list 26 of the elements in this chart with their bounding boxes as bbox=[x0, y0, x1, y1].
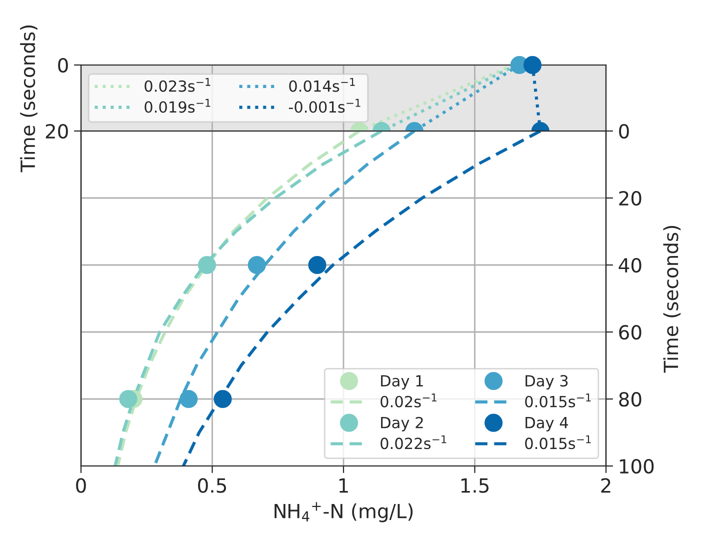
x-tick-label: 0 bbox=[76, 478, 86, 493]
legend-label: 0.022s$^{−1}$ bbox=[380, 435, 446, 450]
x-axis-title: NH$_{4}$$^{+}$-N (mg/L) bbox=[274, 502, 413, 522]
legend-label: 0.02s$^{−1}$ bbox=[380, 394, 436, 408]
y2-tick-label: 0 bbox=[619, 124, 629, 139]
legend-label: 0.019s$^{−1}$ bbox=[144, 98, 210, 113]
legend-label: 0.015s$^{−1}$ bbox=[525, 435, 591, 450]
legend-label: 0.014s$^{−1}$ bbox=[289, 78, 355, 92]
x-tick-label: 0.5 bbox=[198, 478, 226, 493]
x-tick-label: 1 bbox=[339, 478, 348, 493]
legend-label: Day 3 bbox=[526, 375, 568, 390]
x-tick-label: 2 bbox=[601, 478, 610, 493]
legend-label: 0.023s$^{−1}$ bbox=[144, 78, 210, 92]
legend-label: Day 2 bbox=[381, 416, 423, 432]
y2-tick-label: 80 bbox=[619, 392, 642, 407]
legend-label: 0.015s$^{−1}$ bbox=[525, 394, 591, 408]
legend-label: Day 4 bbox=[526, 417, 568, 432]
legend-label: -0.001s$^{−1}$ bbox=[288, 98, 360, 113]
y2-tick-label: 40 bbox=[618, 258, 642, 273]
x-tick-label: 1.5 bbox=[461, 478, 489, 493]
y-axis-title: Time (seconds) bbox=[20, 25, 38, 172]
legend-label: Day 1 bbox=[381, 375, 423, 390]
y2-tick-label: 60 bbox=[619, 324, 642, 340]
y2-axis-title: Time (seconds) bbox=[663, 226, 681, 373]
y2-tick-label: 20 bbox=[619, 190, 642, 206]
y2-tick-label: 100 bbox=[620, 458, 654, 474]
